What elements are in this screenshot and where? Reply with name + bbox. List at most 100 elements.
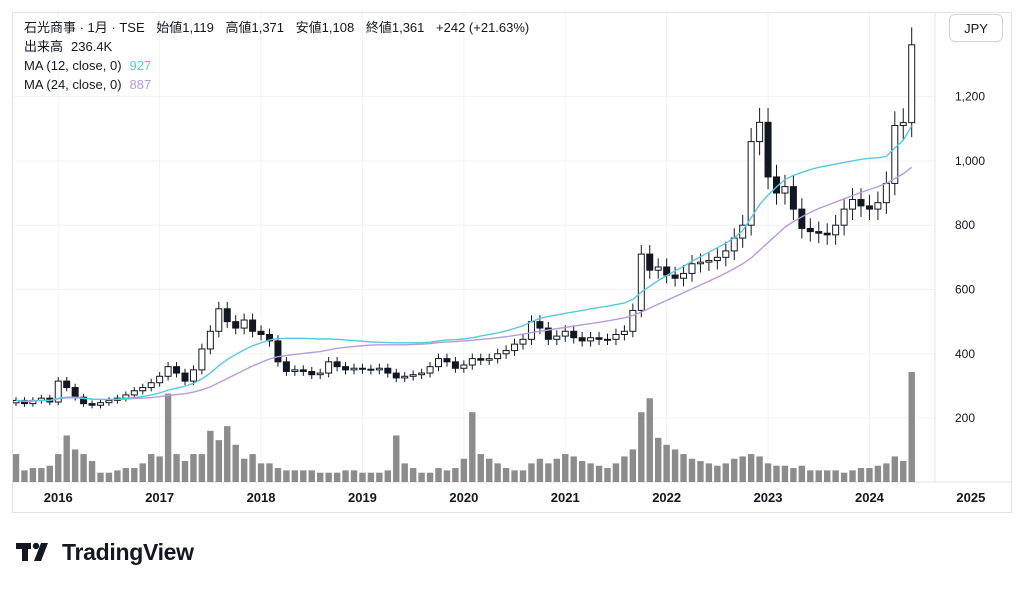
candle-body — [840, 208, 848, 226]
tradingview-logo[interactable]: TradingView — [16, 538, 194, 566]
candle — [215, 301, 223, 338]
volume-bar — [595, 465, 603, 482]
candle — [460, 360, 468, 373]
candle-body — [409, 374, 417, 377]
candle-body — [130, 390, 138, 396]
candle — [384, 363, 392, 378]
candle-body — [587, 337, 595, 342]
tradingview-logo-icon — [16, 542, 48, 561]
candle-body — [806, 227, 814, 233]
candle-body — [291, 369, 299, 372]
candle — [358, 363, 366, 374]
volume-bar — [291, 470, 299, 482]
candle — [840, 198, 848, 236]
candle — [756, 107, 764, 156]
candle-body — [198, 348, 206, 371]
candle — [815, 221, 823, 244]
volume-bar — [646, 398, 653, 482]
volume-bar — [317, 472, 324, 482]
candle-body — [747, 141, 755, 226]
volume-bar — [883, 463, 890, 482]
volume-bar — [198, 454, 206, 482]
candle-body — [257, 330, 265, 335]
volume-bar — [342, 470, 349, 482]
candle-body — [435, 358, 442, 368]
volume-bar — [13, 454, 20, 482]
candle-body — [460, 364, 468, 369]
volume-label: 出来高 — [24, 39, 64, 54]
candle-body — [722, 250, 730, 258]
candle-body — [367, 368, 375, 371]
volume-value: 236.4K — [71, 39, 113, 54]
candle — [654, 258, 662, 279]
volume-bar — [131, 468, 138, 482]
volume-bar — [486, 458, 493, 482]
candle-body — [511, 343, 519, 352]
ma12-row[interactable]: MA (12, close, 0) 927 — [24, 56, 529, 75]
price-chart[interactable]: 200 400 600 800 1,000 1,200 2016 2017 2018 2019 20… — [13, 13, 1011, 512]
volume-bar — [528, 463, 535, 482]
volume-bar — [519, 470, 527, 482]
candle-body — [223, 308, 231, 323]
chart-frame[interactable]: 200 400 600 800 1,000 1,200 2016 2017 2018 2019 20… — [12, 12, 1012, 513]
candle — [663, 258, 671, 284]
symbol-title[interactable]: 石光商事 · 1月 · TSE — [24, 20, 145, 35]
volume-bar — [325, 472, 332, 482]
candle-body — [477, 358, 485, 361]
candle-body — [189, 369, 197, 382]
candle-body — [578, 337, 586, 342]
candle — [832, 214, 840, 245]
volume-bar — [190, 454, 197, 482]
volume-bar — [790, 468, 797, 482]
volume-bar — [604, 468, 611, 482]
candle — [865, 194, 873, 221]
candle-body — [333, 361, 341, 368]
candle-body — [570, 330, 578, 339]
volume-bar — [401, 463, 408, 482]
candle — [342, 362, 350, 375]
candle-body — [604, 338, 611, 341]
volume-bar — [240, 458, 248, 482]
ma12-value: 927 — [129, 58, 152, 73]
currency-button[interactable]: JPY — [949, 14, 1003, 42]
candle — [468, 353, 476, 370]
close-label: 終値 — [365, 20, 392, 35]
volume-bar — [807, 470, 814, 482]
low-value: 1,108 — [321, 20, 355, 35]
candle-body — [181, 372, 189, 382]
candle — [308, 367, 316, 379]
candle-body — [874, 202, 882, 210]
volume-bar — [756, 456, 763, 482]
candle — [206, 325, 214, 355]
logo-text: TradingView — [62, 538, 194, 565]
volume-bar — [553, 458, 560, 482]
candle-body — [696, 261, 704, 265]
candle-body — [282, 361, 290, 372]
candle-body — [637, 253, 645, 311]
candle — [367, 364, 375, 375]
volume-bar — [443, 470, 451, 482]
candle-body — [832, 224, 840, 236]
volume-bar — [638, 412, 645, 482]
volume-bar — [655, 437, 662, 482]
candle — [29, 397, 37, 407]
candle-body — [316, 372, 324, 376]
ma24-row[interactable]: MA (24, close, 0) 887 — [24, 75, 529, 94]
candle — [249, 313, 257, 338]
volume-bar — [866, 468, 873, 482]
candle — [620, 325, 628, 341]
high-value: 1,371 — [251, 20, 285, 35]
candle — [722, 241, 730, 267]
volume-bar — [435, 468, 442, 482]
candle-body — [215, 308, 223, 332]
candle — [418, 368, 426, 379]
volume-bar — [376, 472, 383, 482]
x-tick-label: 2017 — [145, 490, 174, 505]
candle-body — [468, 358, 476, 366]
candle — [181, 368, 189, 386]
volume-bar — [739, 456, 746, 482]
candle — [282, 357, 290, 376]
candle-body — [97, 402, 104, 406]
candle-body — [553, 335, 561, 340]
candle-body — [358, 367, 366, 370]
